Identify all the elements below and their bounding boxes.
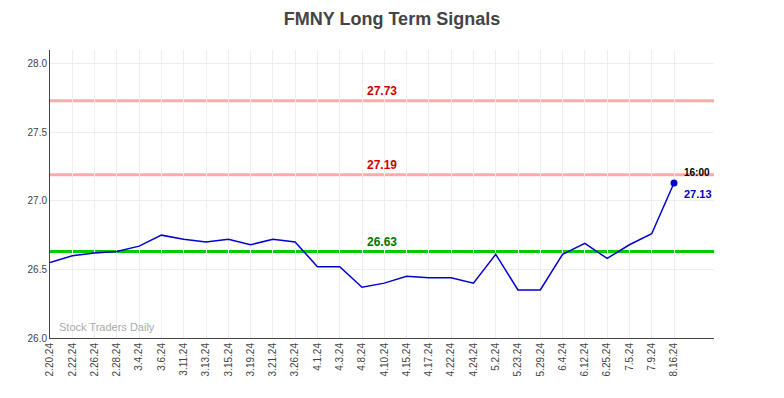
svg-text:4.22.24: 4.22.24 <box>445 343 456 377</box>
svg-text:27.19: 27.19 <box>367 158 397 172</box>
svg-text:4.1.24: 4.1.24 <box>312 343 323 371</box>
svg-text:16:00: 16:00 <box>684 167 710 178</box>
svg-text:27.5: 27.5 <box>28 127 48 138</box>
svg-text:4.15.24: 4.15.24 <box>401 343 412 377</box>
svg-text:2.26.24: 2.26.24 <box>89 343 100 377</box>
svg-text:6.25.24: 6.25.24 <box>601 343 612 377</box>
svg-text:5.29.24: 5.29.24 <box>535 343 546 377</box>
svg-text:Stock Traders Daily: Stock Traders Daily <box>59 321 155 333</box>
svg-text:28.0: 28.0 <box>28 58 48 69</box>
svg-text:3.11.24: 3.11.24 <box>178 343 189 376</box>
svg-text:2.20.24: 2.20.24 <box>44 343 55 377</box>
svg-text:4.24.24: 4.24.24 <box>468 343 479 377</box>
svg-text:4.8.24: 4.8.24 <box>356 343 367 371</box>
svg-text:26.5: 26.5 <box>28 264 48 275</box>
svg-text:7.5.24: 7.5.24 <box>624 343 635 371</box>
svg-text:7.9.24: 7.9.24 <box>646 343 657 371</box>
svg-text:3.6.24: 3.6.24 <box>156 343 167 371</box>
svg-text:5.2.24: 5.2.24 <box>490 343 501 371</box>
svg-text:4.10.24: 4.10.24 <box>379 343 390 377</box>
svg-text:4.3.24: 4.3.24 <box>334 343 345 371</box>
svg-text:4.17.24: 4.17.24 <box>423 343 434 377</box>
svg-text:26.0: 26.0 <box>28 333 48 344</box>
svg-text:26.63: 26.63 <box>367 235 397 249</box>
svg-text:27.73: 27.73 <box>367 84 397 98</box>
svg-text:2.28.24: 2.28.24 <box>111 343 122 377</box>
svg-text:8.16.24: 8.16.24 <box>668 343 679 377</box>
svg-text:3.19.24: 3.19.24 <box>245 343 256 377</box>
svg-text:6.12.24: 6.12.24 <box>579 343 590 377</box>
svg-text:27.0: 27.0 <box>28 195 48 206</box>
svg-text:FMNY Long Term Signals: FMNY Long Term Signals <box>284 9 500 29</box>
svg-text:6.4.24: 6.4.24 <box>557 343 568 371</box>
svg-text:5.23.24: 5.23.24 <box>512 343 523 377</box>
svg-text:27.13: 27.13 <box>684 188 712 200</box>
svg-text:2.22.24: 2.22.24 <box>67 343 78 377</box>
svg-text:3.13.24: 3.13.24 <box>200 343 211 377</box>
svg-text:3.4.24: 3.4.24 <box>133 343 144 371</box>
svg-text:3.15.24: 3.15.24 <box>223 343 234 377</box>
svg-text:3.26.24: 3.26.24 <box>289 343 300 377</box>
svg-text:3.21.24: 3.21.24 <box>267 343 278 377</box>
